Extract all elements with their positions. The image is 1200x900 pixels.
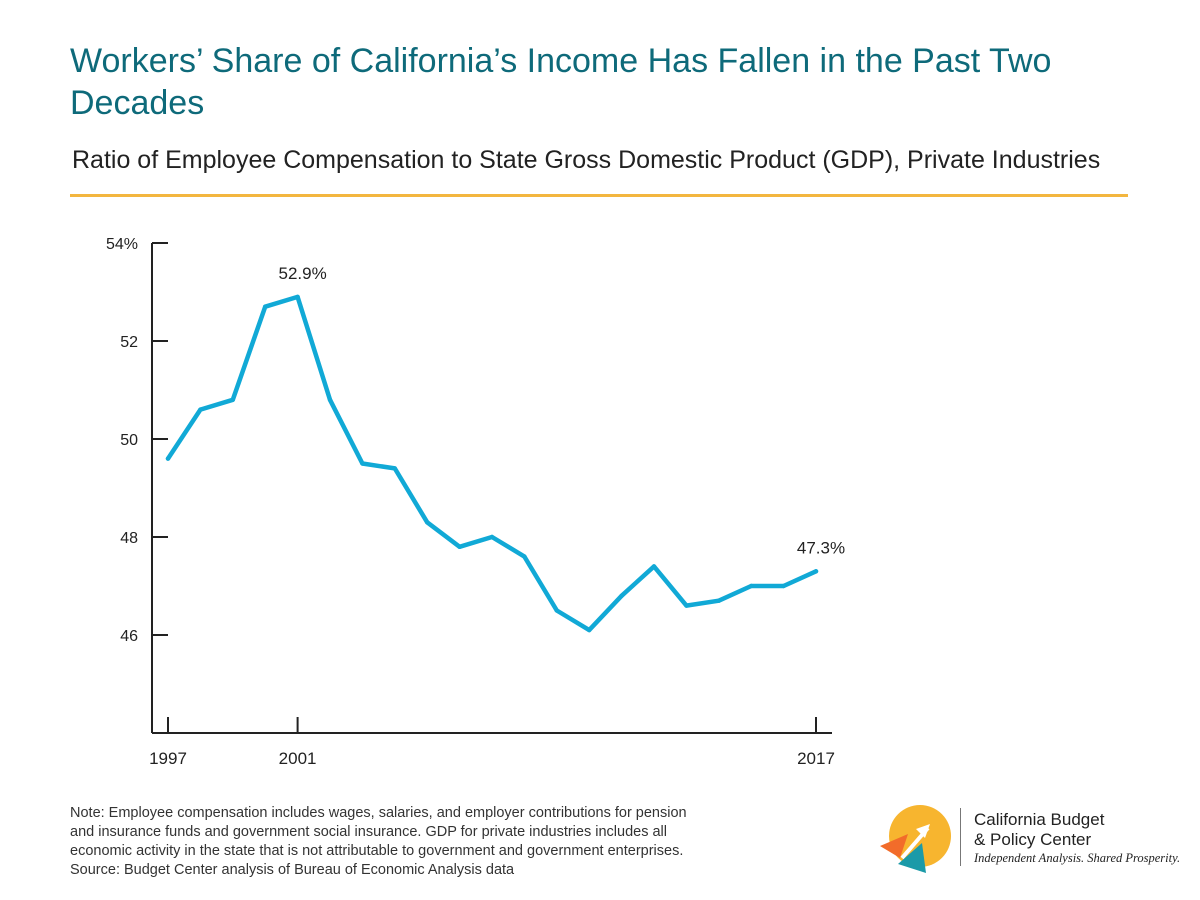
data-point	[749, 583, 754, 589]
data-point	[263, 304, 268, 309]
x-ticks: 1997 2001 2017	[149, 717, 835, 768]
annotation-layer: 52.9% 47.3%	[278, 264, 845, 557]
data-point	[327, 397, 333, 402]
title-divider	[70, 194, 1128, 197]
data-point	[522, 554, 527, 559]
y-axis: 54% 52 50 48 46	[106, 236, 168, 733]
data-point	[554, 608, 559, 613]
note-line: Note: Employee compensation includes wag…	[70, 805, 687, 821]
data-point	[198, 407, 203, 412]
series-layer	[165, 294, 819, 633]
data-label: 52.9%	[278, 264, 326, 283]
footnote: Note: Employee compensation includes wag…	[70, 804, 800, 880]
y-tick-label: 52	[120, 334, 138, 351]
data-point	[230, 397, 235, 402]
data-point	[295, 294, 300, 300]
logo-divider	[960, 808, 961, 866]
y-ticks: 54% 52 50 48 46	[106, 236, 168, 645]
data-point	[813, 569, 819, 574]
data-point	[360, 461, 365, 466]
x-tick-label: 2001	[279, 749, 317, 768]
note-line: economic activity in the state that is n…	[70, 843, 684, 859]
data-point	[684, 603, 689, 608]
data-point	[425, 520, 430, 525]
data-point	[165, 456, 171, 461]
source-line: Source: Budget Center analysis of Bureau…	[70, 862, 515, 878]
y-tick-label: 50	[120, 432, 138, 449]
logo-name: California Budget & Policy Center	[974, 810, 1104, 850]
y-tick-label: 46	[120, 628, 138, 645]
data-point	[392, 466, 397, 471]
logo-mark-icon	[880, 805, 951, 873]
chart-title: Workers’ Share of California’s Income Ha…	[70, 42, 1052, 122]
data-point	[651, 564, 657, 569]
data-point	[587, 627, 592, 633]
data-label: 47.3%	[797, 538, 845, 557]
chart-subtitle: Ratio of Employee Compensation to State …	[72, 146, 1101, 174]
y-tick-label: 54%	[106, 236, 138, 253]
x-tick-label: 2017	[797, 749, 835, 768]
data-point	[716, 598, 721, 603]
organization-logo: California Budget & Policy Center Indepe…	[876, 800, 1180, 876]
series-line	[165, 294, 819, 633]
y-tick-label: 48	[120, 530, 138, 547]
note-line: and insurance funds and government socia…	[70, 824, 667, 840]
data-point	[781, 583, 786, 589]
data-point	[489, 534, 495, 540]
x-axis: 1997 2001 2017	[149, 717, 835, 768]
data-point	[619, 593, 624, 598]
data-point	[457, 544, 462, 549]
logo-tagline: Independent Analysis. Shared Prosperity.	[974, 851, 1181, 865]
x-tick-label: 1997	[149, 749, 187, 768]
logo-name-line: California Budget	[974, 810, 1105, 829]
logo-name-line: & Policy Center	[974, 830, 1092, 849]
